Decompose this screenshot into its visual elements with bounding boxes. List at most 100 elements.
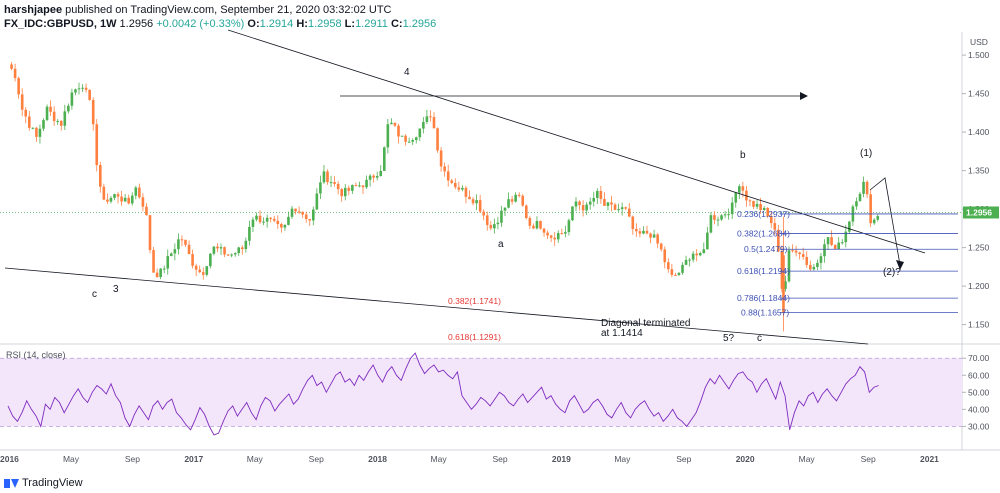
candle-body [67,105,70,112]
candle-body [862,181,865,194]
author-name[interactable]: harshjapee [4,4,63,16]
candle-body [784,281,787,289]
wave-label: c [92,289,97,300]
candle-body [294,208,297,212]
candle-body [549,235,553,238]
candle-body [450,180,454,183]
candle-body [38,128,42,137]
candle-body [230,254,233,256]
wave-label: 3 [113,284,119,295]
horizontal-arrow-head [800,92,808,100]
candle-body [727,214,730,216]
candle-body [464,187,468,197]
candle-body [805,256,809,265]
candle-body [823,244,826,257]
wave-label: a [498,239,504,250]
tradingview-logo[interactable]: TradingView [4,477,83,489]
candle-body [265,217,269,222]
candle-body [95,124,99,166]
candle-body [109,197,113,202]
time-tick-label: May [614,454,631,464]
symbol-label[interactable]: FX_IDC:GBPUSD, 1W [4,18,117,30]
candle-body [691,253,695,260]
fib-level-label: 0.786(1.1844) [737,293,790,303]
candle-body [237,247,241,254]
candle-body [674,274,677,276]
candle-body [429,116,432,118]
candle-body [507,199,510,208]
candle-body [730,202,734,215]
time-tick-label: 2021 [920,454,939,464]
candle-body [610,202,613,205]
rsi-tick-label: 50.00 [968,387,990,397]
candle-body [134,187,138,196]
candle-body [819,256,823,263]
candle-body [844,231,848,243]
candle-body [390,122,393,125]
candle-body [638,231,642,234]
price-tick-label: 1.250 [968,243,990,253]
candle-body [603,198,606,206]
candle-body [670,269,674,275]
candle-body [720,215,723,220]
candle-body [702,249,706,254]
price-tick-label: 1.500 [968,50,990,60]
high-value: 1.2958 [307,18,342,30]
candle-body [773,223,777,230]
candle-body [525,205,528,219]
candle-body [869,194,872,224]
candle-body [840,242,844,244]
projection-path [869,177,901,266]
candle-body [684,259,688,265]
candle-body [383,147,386,171]
diagonal-note: at 1.1414 [601,328,643,339]
candle-body [152,250,155,273]
price-change: +0.0042 (+0.33%) [156,18,245,30]
candle-body [304,214,308,219]
candle-body [148,215,152,251]
candle-body [581,205,585,211]
candle-body [248,226,251,241]
candle-body [556,233,560,240]
candle-body [503,207,507,211]
candle-body [876,216,880,220]
candle-body [276,220,280,225]
wave-label: 4 [404,67,410,78]
wave-label: c [757,333,762,344]
candle-body [59,120,63,126]
candle-body [155,272,159,278]
candle-body [198,269,201,273]
time-tick-label: Sep [861,454,876,464]
candle-body [368,175,372,180]
tradingview-brand: TradingView [22,477,83,489]
rsi-title: RSI (14, close) [6,350,66,360]
candle-body [468,196,471,200]
close-value: 1.2956 [402,18,437,30]
rsi-tick-label: 40.00 [968,404,990,414]
time-tick-label: May [799,454,816,464]
candle-body [336,183,340,190]
time-tick-label: Sep [676,454,691,464]
candle-body [475,200,478,204]
candle-body [787,250,791,282]
candle-body [809,264,812,270]
candle-body [411,140,414,142]
candle-body [166,256,170,269]
candle-body [209,253,212,267]
candle-body [812,267,816,270]
candle-body [780,251,784,289]
fib-level-label: 0.382(1.2684) [737,228,790,238]
fib-level-label: 0.5(1.2479) [744,244,788,254]
candle-body [375,175,379,178]
rsi-tick-label: 30.00 [968,421,990,431]
wave-label: 5? [723,333,735,344]
candle-body [801,254,805,257]
candle-body [102,186,106,200]
candle-body [748,200,752,202]
candle-body [10,64,13,69]
candle-body [52,111,56,121]
candle-body [489,224,493,229]
candle-body [145,206,148,216]
candle-body [617,209,620,211]
